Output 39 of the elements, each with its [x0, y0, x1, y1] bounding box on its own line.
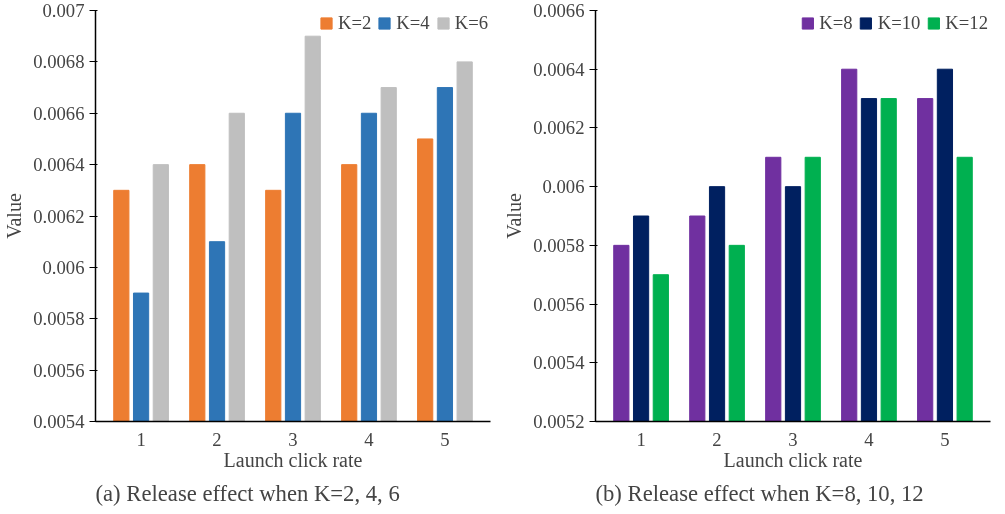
x-tick-label: 2 — [212, 428, 222, 450]
legend-label: K=4 — [396, 12, 430, 34]
x-tick-label: 4 — [864, 428, 875, 450]
legend-label: K=10 — [877, 12, 921, 34]
x-tick-label: 4 — [364, 428, 375, 450]
y-tick-label: 0.0056 — [33, 359, 85, 381]
y-tick-label: 0.0064 — [33, 154, 86, 176]
y-tick-label: 0.0064 — [533, 58, 586, 80]
text: (b) Release effect when K=8, 10, 12 — [595, 480, 924, 506]
y-tick-label: 0.0058 — [33, 308, 85, 330]
x-tick-label: 5 — [940, 428, 950, 450]
y-tick-label: 0.006 — [542, 176, 585, 198]
y-tick-label: 0.007 — [42, 0, 85, 21]
y-tick-label: 0.0052 — [533, 411, 585, 432]
legend-label: K=2 — [338, 12, 372, 34]
legend-label: K=6 — [454, 12, 488, 34]
x-tick-label: 2 — [712, 428, 722, 450]
x-axis-title: Launch click rate — [723, 448, 863, 471]
x-axis-title: Launch click rate — [223, 448, 363, 471]
x-tick-label: 5 — [440, 428, 450, 450]
x-tick-label: 1 — [636, 428, 646, 450]
y-tick-label: 0.0058 — [533, 234, 585, 256]
y-tick-label: 0.0054 — [533, 352, 586, 374]
text: (a) Release effect when K=2, 4, 6 — [95, 480, 400, 506]
y-tick-label: 0.0066 — [533, 0, 585, 21]
x-tick-label: 3 — [788, 428, 798, 450]
legend-label: K=12 — [945, 12, 988, 34]
y-tick-label: 0.0056 — [533, 293, 585, 315]
y-tick-label: 0.0062 — [533, 117, 585, 139]
x-tick-label: 3 — [288, 428, 298, 450]
y-axis-title: Value — [503, 193, 526, 239]
y-tick-label: 0.006 — [42, 256, 85, 278]
x-tick-label: 1 — [136, 428, 146, 450]
y-axis-title: Value — [3, 193, 26, 239]
y-tick-label: 0.0062 — [33, 205, 85, 227]
y-tick-label: 0.0068 — [33, 51, 85, 73]
y-tick-label: 0.0054 — [33, 411, 86, 432]
legend-label: K=8 — [819, 12, 853, 34]
y-tick-label: 0.0066 — [33, 102, 85, 124]
